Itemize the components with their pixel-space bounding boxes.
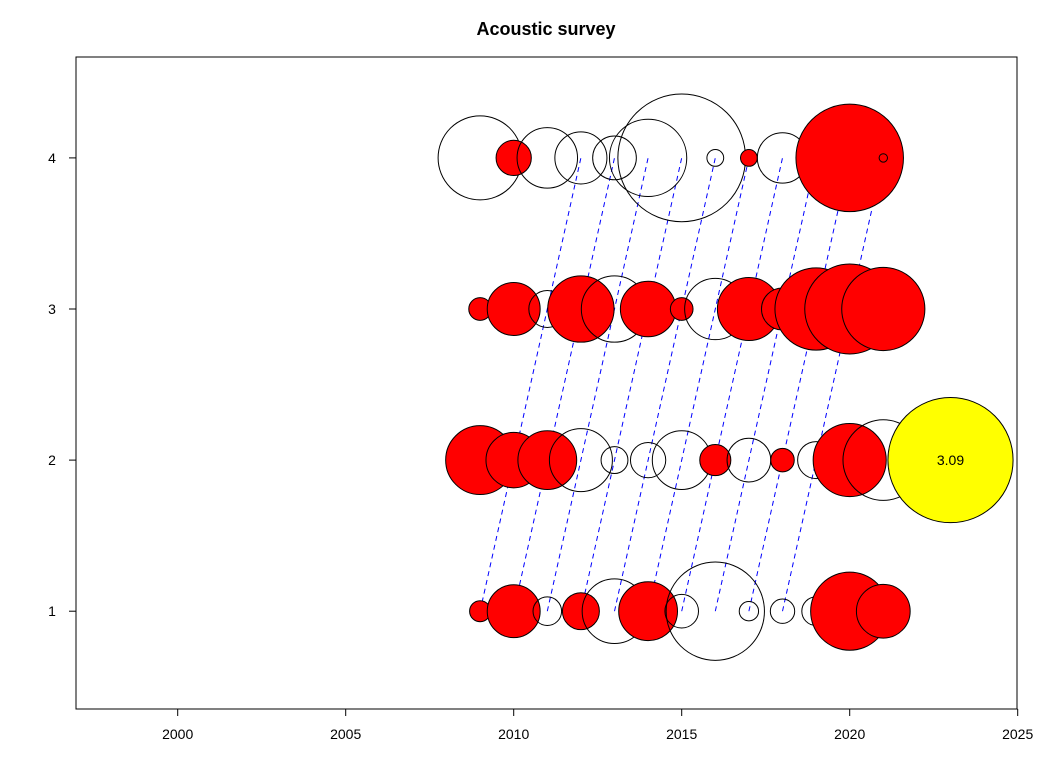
cohort-line — [748, 157, 851, 612]
cohort-line — [714, 157, 817, 612]
cohort-line — [513, 157, 615, 612]
bubble — [769, 598, 796, 624]
bubble — [617, 93, 747, 223]
bubbles: 3.09 — [437, 93, 1014, 661]
y-tick-label: 2 — [48, 452, 56, 468]
cohort-line — [647, 157, 750, 612]
bubble — [841, 266, 926, 352]
bubble — [486, 584, 541, 639]
cohort-line — [546, 157, 649, 612]
bubble — [669, 297, 694, 321]
y-tick-label: 4 — [48, 150, 56, 166]
bubble — [665, 561, 765, 661]
bubble — [795, 103, 904, 213]
bubble — [592, 135, 637, 181]
bubble — [486, 282, 541, 336]
x-tick-label: 2020 — [834, 726, 865, 742]
bubble — [608, 118, 688, 198]
bubble — [699, 444, 732, 477]
bubble — [664, 593, 700, 629]
bubble — [887, 397, 1014, 524]
y-tick-label: 3 — [48, 301, 56, 317]
cohort-line — [681, 157, 783, 612]
x-axis: 2000 2005 2010 2015 2020 2025 — [162, 708, 1033, 742]
bubble — [516, 127, 579, 189]
cohort-lines — [479, 157, 884, 612]
cohort-line — [782, 157, 884, 612]
chart-title: Acoustic survey — [476, 19, 616, 39]
bubble — [517, 430, 578, 491]
y-axis: 1 2 3 4 — [48, 150, 77, 619]
bubble — [770, 447, 795, 473]
bubble — [619, 280, 677, 338]
x-tick-label: 2005 — [330, 726, 361, 742]
bubble — [600, 446, 629, 475]
cohort-line — [479, 157, 582, 612]
bubble — [548, 428, 613, 493]
bubble — [706, 149, 725, 167]
x-tick-label: 2010 — [498, 726, 529, 742]
bubble-value-label: 3.09 — [937, 452, 964, 468]
bubble — [554, 131, 608, 185]
bubble — [532, 596, 563, 626]
bubble — [495, 139, 532, 177]
cohort-line — [614, 157, 716, 612]
bubble — [618, 581, 678, 642]
bubble — [629, 441, 667, 479]
bubble — [855, 583, 911, 639]
x-tick-label: 2015 — [666, 726, 697, 742]
bubble — [878, 153, 888, 163]
x-tick-label: 2000 — [162, 726, 193, 742]
bubble — [740, 149, 758, 167]
bubble — [726, 437, 772, 483]
x-tick-label: 2025 — [1002, 726, 1033, 742]
y-tick-label: 1 — [48, 603, 56, 619]
bubble — [812, 423, 887, 498]
bubble — [738, 601, 760, 622]
bubble — [561, 592, 600, 631]
cohort-line — [580, 157, 683, 612]
